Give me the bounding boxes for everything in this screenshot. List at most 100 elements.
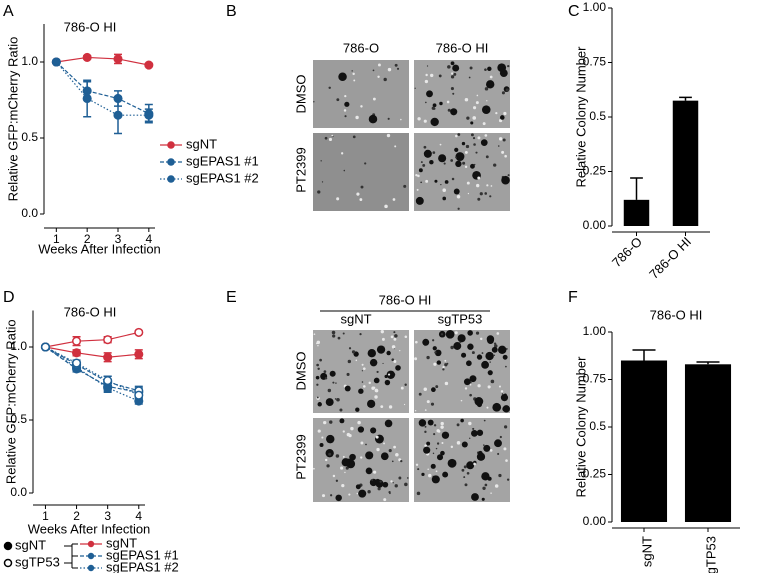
speckle — [483, 444, 485, 446]
speckle — [414, 87, 416, 89]
speckle — [441, 431, 450, 439]
speckle — [423, 119, 427, 123]
speckle — [361, 381, 364, 383]
speckle — [387, 67, 392, 72]
speckle — [455, 134, 458, 138]
y-axis-label: Relative GFP:mCherry Ratio — [3, 319, 18, 484]
y-tick-label: 0.0 — [21, 206, 38, 220]
speckle — [344, 115, 347, 118]
speckle — [319, 442, 324, 447]
speckle — [489, 361, 491, 363]
speckle — [356, 192, 360, 196]
speckle — [426, 90, 433, 98]
speckle — [400, 459, 403, 463]
y-tick-label: 1.0 — [10, 339, 27, 353]
speckle — [487, 337, 494, 345]
speckle — [344, 101, 350, 107]
speckle — [475, 151, 478, 154]
speckle — [416, 188, 419, 191]
speckle — [466, 116, 470, 120]
speckle — [427, 468, 429, 471]
series-line — [45, 346, 139, 392]
speckle — [439, 101, 443, 106]
speckle — [495, 112, 498, 115]
speckle — [486, 406, 489, 409]
speckle — [316, 363, 319, 367]
speckle — [317, 190, 321, 194]
speckle — [383, 77, 387, 82]
speckle — [426, 65, 429, 67]
speckle — [339, 418, 345, 424]
row-label: PT2399 — [293, 147, 308, 193]
x-tick-label: 3 — [104, 509, 111, 523]
speckle — [433, 362, 437, 366]
y-tick-label: 0.0 — [10, 485, 27, 499]
speckle — [427, 419, 434, 426]
speckle — [453, 72, 457, 76]
speckle — [358, 489, 367, 498]
speckle — [436, 442, 440, 445]
speckle — [420, 181, 423, 184]
panel-label: D — [3, 289, 15, 306]
speckle — [430, 463, 436, 469]
speckle — [500, 115, 505, 120]
speckle — [395, 452, 399, 457]
speckle — [425, 179, 429, 183]
speckle — [417, 117, 421, 121]
speckle — [313, 101, 315, 103]
speckle — [501, 150, 505, 154]
speckle — [392, 482, 394, 484]
speckle — [355, 359, 358, 362]
x-tick-label: 1 — [42, 509, 49, 523]
speckle — [486, 100, 488, 102]
speckle — [430, 73, 434, 78]
speckle — [471, 493, 479, 501]
speckle — [466, 471, 470, 475]
speckle — [453, 342, 462, 350]
speckle — [335, 454, 340, 458]
speckle — [431, 475, 440, 484]
speckle — [465, 144, 470, 149]
speckle — [460, 399, 463, 402]
speckle — [434, 349, 442, 357]
panel-label: C — [568, 3, 580, 20]
legend-label: sgTP53 — [15, 554, 60, 569]
speckle — [324, 458, 328, 462]
speckle — [365, 451, 374, 460]
speckle — [330, 494, 333, 497]
speckle — [471, 351, 475, 355]
speckle — [503, 447, 507, 451]
speckle — [443, 162, 446, 165]
y-tick-label: 0.00 — [583, 514, 607, 528]
legend-bracket — [64, 543, 78, 569]
speckle — [461, 441, 468, 448]
speckle — [400, 386, 404, 390]
speckle — [466, 360, 472, 367]
speckle — [317, 429, 321, 433]
speckle — [365, 467, 373, 475]
x-axis-label: Weeks After Infection — [28, 521, 151, 536]
y-axis-label: Relative GFP:mCherry Ratio — [5, 37, 20, 202]
speckle — [483, 419, 486, 422]
speckle — [440, 183, 442, 186]
speckle — [353, 79, 356, 82]
speckle — [366, 399, 376, 408]
speckle — [394, 63, 398, 67]
x-tick-label: sgTP53 — [703, 536, 718, 573]
speckle — [317, 402, 322, 407]
speckle — [473, 143, 476, 146]
speckle — [342, 455, 345, 458]
speckle — [344, 471, 346, 474]
speckle — [491, 346, 498, 353]
speckle — [476, 429, 484, 436]
speckle — [329, 420, 333, 424]
speckle — [461, 141, 466, 146]
speckle — [470, 163, 475, 169]
speckle — [377, 63, 381, 67]
speckle — [478, 450, 483, 456]
speckle — [370, 427, 377, 434]
speckle — [357, 420, 361, 425]
speckle — [360, 105, 363, 108]
speckle — [420, 161, 423, 164]
speckle — [469, 393, 472, 397]
